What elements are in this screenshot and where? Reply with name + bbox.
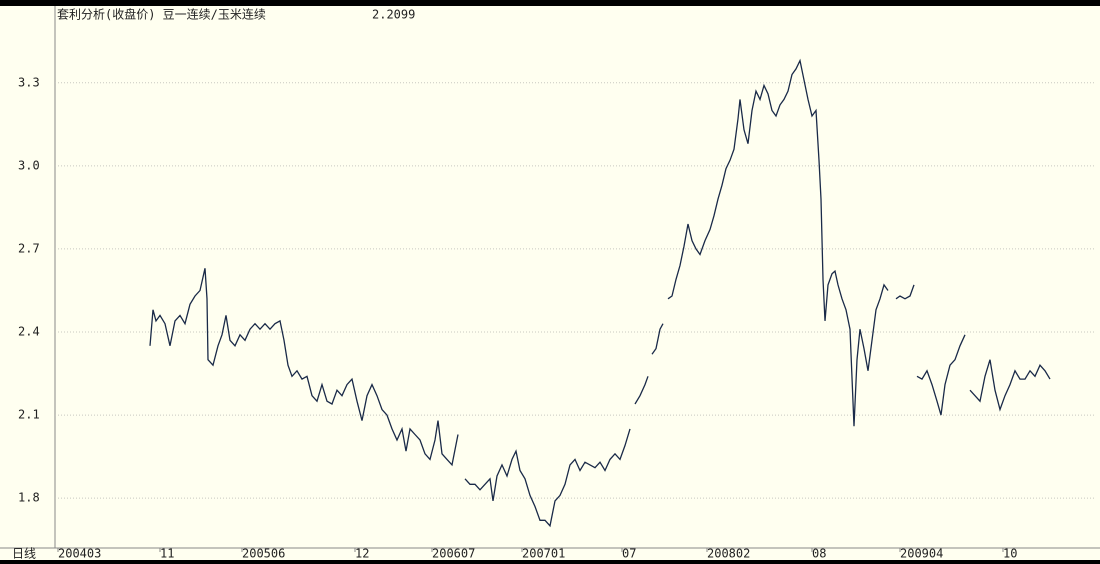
period-label: 日线 [12, 547, 36, 561]
x-tick-label: 200403 [58, 547, 101, 561]
y-tick-label: 2.1 [18, 408, 40, 422]
y-tick-label: 3.3 [18, 75, 40, 89]
x-tick-label: 08 [812, 547, 826, 561]
y-tick-label: 3.0 [18, 158, 40, 172]
y-tick-label: 2.4 [18, 325, 40, 339]
x-tick-label: 12 [355, 547, 369, 561]
line-series [149, 58, 1051, 528]
top-bar [0, 0, 1100, 6]
last-value: 2.2099 [372, 8, 415, 22]
x-tick-label: 200904 [900, 547, 943, 561]
x-tick-label: 07 [622, 547, 636, 561]
y-tick-label: 2.7 [18, 241, 40, 255]
x-tick-label: 200506 [242, 547, 285, 561]
x-tick-label: 10 [1003, 547, 1017, 561]
x-tick-label: 200802 [707, 547, 750, 561]
chart-title: 套利分析(收盘价) 豆一连续/玉米连续 [57, 7, 266, 22]
bottom-bar [0, 560, 1100, 564]
x-tick-label: 200701 [522, 547, 565, 561]
x-tick-label: 200607 [432, 547, 475, 561]
y-tick-label: 1.8 [18, 491, 40, 505]
x-tick-label: 11 [160, 547, 174, 561]
